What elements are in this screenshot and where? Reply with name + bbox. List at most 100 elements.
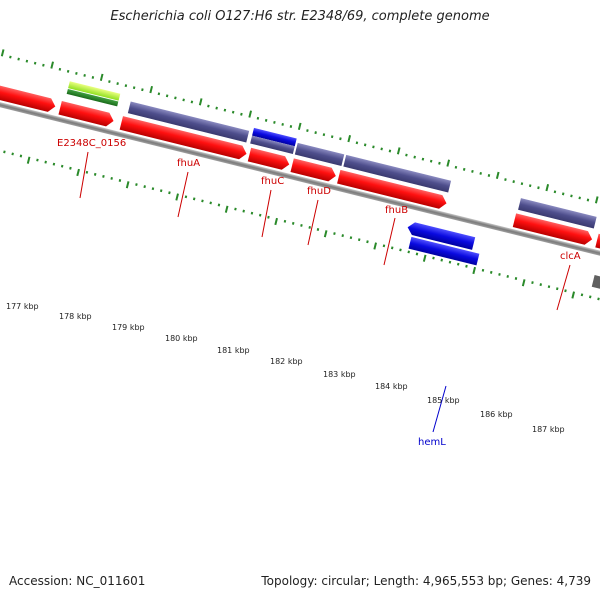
ruler-label: 183 kbp	[323, 370, 356, 379]
major-tick	[422, 254, 427, 262]
cds-arrow[interactable]	[290, 158, 337, 182]
leader-line	[556, 264, 571, 311]
minor-tick	[250, 211, 254, 215]
gene-label-fhuA[interactable]: fhuA	[177, 158, 200, 169]
cds-arrow[interactable]	[247, 147, 291, 171]
minor-tick	[91, 76, 95, 79]
minor-tick	[498, 272, 501, 276]
major-tick	[149, 85, 154, 94]
minor-tick	[231, 110, 235, 114]
minor-tick	[597, 297, 600, 301]
gene-block-hemL[interactable]	[406, 221, 476, 250]
reverse-gene-row	[406, 221, 600, 299]
minor-tick	[479, 171, 482, 175]
minor-tick	[108, 80, 111, 84]
major-tick	[347, 134, 352, 143]
minor-tick	[240, 112, 243, 116]
minor-tick	[438, 161, 441, 165]
leader-line	[383, 217, 396, 266]
minor-tick	[132, 86, 136, 90]
minor-tick	[421, 157, 425, 161]
cds-arrow[interactable]	[0, 81, 57, 114]
gene-block-fhuA[interactable]	[127, 101, 250, 143]
gene-block-fhuC-lower[interactable]	[250, 135, 295, 155]
cds-arrow[interactable]	[119, 116, 249, 161]
gene-block-clcA[interactable]	[518, 198, 597, 229]
minor-tick	[168, 191, 171, 195]
minor-tick	[363, 143, 367, 147]
ruler-label: 181 kbp	[217, 346, 250, 355]
cds-arrow[interactable]	[58, 100, 115, 128]
major-tick	[521, 279, 526, 287]
gene-block[interactable]	[591, 275, 600, 299]
minor-tick	[17, 57, 20, 61]
cds-arrow[interactable]	[337, 169, 448, 210]
minor-tick	[85, 170, 89, 174]
minor-tick	[44, 160, 47, 164]
gene-block-fhuD[interactable]	[294, 142, 345, 167]
minor-tick	[135, 183, 138, 187]
genome-summary-text: Topology: circular; Length: 4,965,553 bp…	[261, 574, 591, 588]
minor-tick	[256, 116, 260, 120]
gene-label-clcA[interactable]: clcA	[560, 251, 581, 262]
minor-tick	[192, 197, 196, 201]
minor-tick	[432, 256, 435, 260]
minor-tick	[215, 106, 218, 110]
minor-tick	[83, 73, 86, 77]
minor-tick	[58, 67, 62, 71]
minor-tick	[66, 69, 70, 73]
minor-tick	[506, 275, 510, 278]
minor-tick	[42, 63, 45, 67]
minor-tick	[159, 189, 163, 193]
genome-backbone	[0, 82, 600, 304]
gene-label-fhuC[interactable]: fhuC	[261, 176, 284, 187]
ruler-label: 186 kbp	[480, 410, 513, 419]
minor-tick	[561, 192, 565, 196]
minor-tick	[281, 122, 284, 126]
minor-tick	[528, 184, 532, 188]
gene-block[interactable]	[408, 236, 480, 266]
minor-tick	[33, 61, 37, 65]
minor-tick	[75, 71, 78, 75]
minor-tick	[264, 118, 268, 122]
gene-block-fhuC[interactable]	[252, 127, 297, 147]
minor-tick	[570, 194, 573, 198]
major-tick	[373, 242, 377, 250]
minor-tick	[283, 219, 287, 223]
ruler-label: 182 kbp	[270, 357, 303, 366]
ruler-labels: 177 kbp 178 kbp 179 kbp 180 kbp 181 kbp …	[6, 302, 565, 434]
major-tick	[175, 193, 179, 201]
major-tick	[472, 266, 477, 275]
minor-tick	[124, 84, 128, 88]
upper-tick-ruler	[0, 49, 599, 204]
gene-block[interactable]	[68, 81, 121, 101]
minor-tick	[190, 100, 194, 104]
cds-arrow[interactable]	[595, 233, 600, 265]
minor-tick	[330, 135, 334, 139]
major-tick	[495, 171, 500, 179]
minor-tick	[555, 287, 559, 291]
minor-tick	[141, 88, 144, 92]
minor-tick	[380, 147, 383, 151]
gene-block-fhuB[interactable]	[343, 154, 452, 193]
major-tick	[26, 156, 31, 164]
gene-block[interactable]	[66, 89, 119, 107]
minor-tick	[339, 137, 342, 141]
gene-label-E2348C_0156[interactable]: E2348C_0156	[57, 138, 126, 149]
gene-label-fhuD[interactable]: fhuD	[307, 186, 331, 197]
minor-tick	[291, 221, 295, 225]
cds-arrow[interactable]	[512, 213, 594, 246]
minor-tick	[357, 238, 361, 242]
minor-tick	[366, 240, 369, 244]
ruler-label: 179 kbp	[112, 323, 145, 332]
gene-label-hemL[interactable]: hemL	[418, 437, 446, 448]
minor-tick	[415, 252, 419, 256]
minor-tick	[306, 129, 309, 133]
gene-labels: E2348C_0156 fhuA fhuC fhuD fhuB clcA hem…	[57, 138, 581, 448]
minor-tick	[520, 182, 524, 186]
gene-label-fhuB[interactable]: fhuB	[385, 205, 408, 216]
minor-tick	[454, 165, 458, 169]
major-tick	[248, 110, 253, 118]
minor-tick	[93, 172, 97, 176]
